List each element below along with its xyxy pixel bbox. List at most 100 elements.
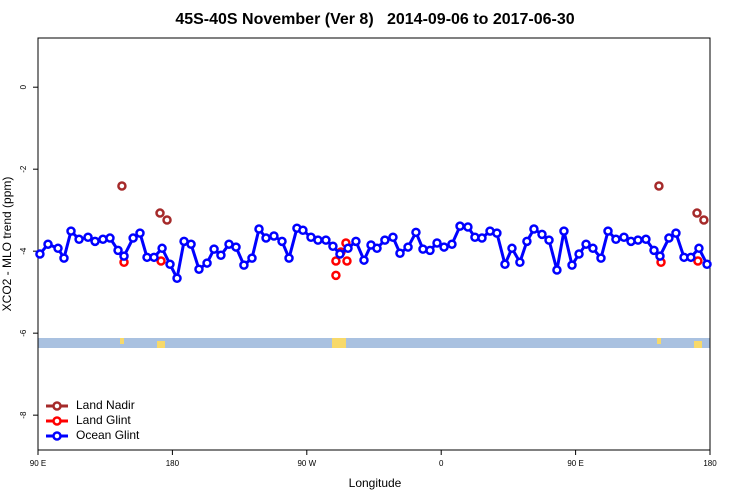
data-point: [277, 236, 287, 247]
legend-marker: [52, 401, 62, 411]
data-point: [544, 235, 554, 245]
data-point: [105, 233, 115, 243]
map-strip: [38, 338, 710, 348]
x-tick-label: 180: [703, 459, 717, 468]
data-point: [313, 235, 323, 245]
data-point: [664, 233, 674, 243]
data-point: [331, 256, 341, 266]
data-point: [247, 253, 257, 263]
data-point: [261, 233, 271, 243]
data-point: [447, 239, 457, 249]
data-point: [686, 252, 696, 263]
data-point: [359, 255, 369, 265]
data-point: [135, 228, 145, 238]
data-point: [74, 234, 84, 245]
x-axis-label: Longitude: [349, 476, 402, 490]
data-point: [432, 238, 442, 248]
data-point: [654, 181, 664, 191]
data-point: [439, 242, 449, 252]
y-tick-label: -6: [19, 329, 28, 337]
legend-label: Land Nadir: [76, 398, 135, 412]
data-point: [162, 215, 172, 225]
y-tick-label: -4: [19, 247, 28, 255]
data-point: [702, 259, 712, 270]
data-point: [128, 233, 138, 243]
plot-frame: [37, 37, 711, 451]
data-point: [156, 256, 166, 266]
data-point: [351, 236, 361, 247]
data-point: [35, 249, 45, 259]
data-point: [59, 253, 69, 263]
data-point: [588, 243, 598, 254]
data-point: [321, 235, 331, 245]
x-tick-label: 180: [166, 459, 180, 468]
data-point: [157, 243, 167, 254]
data-point: [641, 234, 651, 245]
data-point: [331, 270, 341, 281]
legend-marker: [52, 431, 62, 441]
chart-title: 45S-40S November (Ver 8) 2014-09-06 to 2…: [175, 11, 574, 28]
data-point: [202, 258, 212, 268]
y-tick-label: 0: [19, 84, 28, 89]
data-point: [611, 234, 621, 245]
data-point: [537, 229, 547, 240]
data-point: [596, 253, 606, 263]
data-point: [515, 257, 525, 267]
y-tick-label: -8: [19, 411, 28, 419]
x-tick-label: 90 E: [567, 459, 583, 468]
data-point: [328, 241, 338, 252]
data-point: [172, 273, 182, 283]
x-tick-label: 90 W: [297, 459, 316, 468]
data-point: [463, 222, 473, 232]
data-point: [216, 250, 226, 261]
data-point: [500, 259, 510, 270]
data-point: [699, 215, 709, 225]
data-point: [335, 249, 345, 259]
data-point: [165, 259, 175, 270]
data-point: [43, 239, 53, 249]
data-point: [411, 227, 421, 238]
data-point: [694, 243, 704, 254]
data-point: [693, 256, 703, 266]
data-point: [186, 239, 196, 249]
data-point: [692, 208, 702, 218]
data-point: [649, 245, 659, 256]
data-point: [425, 245, 435, 256]
data-point: [119, 251, 129, 261]
y-tick-label: -2: [19, 165, 28, 173]
data-point: [380, 235, 390, 245]
data-point: [342, 256, 352, 266]
data-point: [372, 243, 382, 254]
data-point: [66, 226, 76, 236]
legend-label: Land Glint: [76, 413, 131, 427]
data-point: [492, 228, 502, 238]
data-point: [567, 260, 577, 270]
data-point: [633, 235, 643, 245]
data-point: [655, 251, 665, 261]
data-point: [83, 232, 93, 242]
legend-label: Ocean Glint: [76, 428, 140, 442]
legend-marker: [52, 416, 62, 426]
data-point: [477, 233, 487, 243]
data-point: [209, 244, 219, 254]
data-point: [552, 265, 562, 275]
data-point: [298, 225, 308, 236]
data-point: [239, 260, 249, 270]
data-point: [574, 249, 584, 259]
data-point: [90, 236, 100, 247]
data-point: [507, 243, 517, 254]
data-point: [117, 181, 127, 191]
data-point: [155, 208, 165, 218]
data-point: [395, 248, 405, 258]
data-point: [231, 242, 241, 252]
data-point: [522, 236, 532, 247]
y-axis-label: XCO2 - MLO trend (ppm): [0, 177, 14, 312]
data-point: [254, 224, 264, 234]
data-point: [455, 221, 465, 231]
data-point: [671, 228, 681, 238]
data-point: [194, 264, 204, 274]
data-point: [603, 226, 613, 236]
data-point: [284, 253, 294, 263]
x-tick-label: 0: [439, 459, 444, 468]
